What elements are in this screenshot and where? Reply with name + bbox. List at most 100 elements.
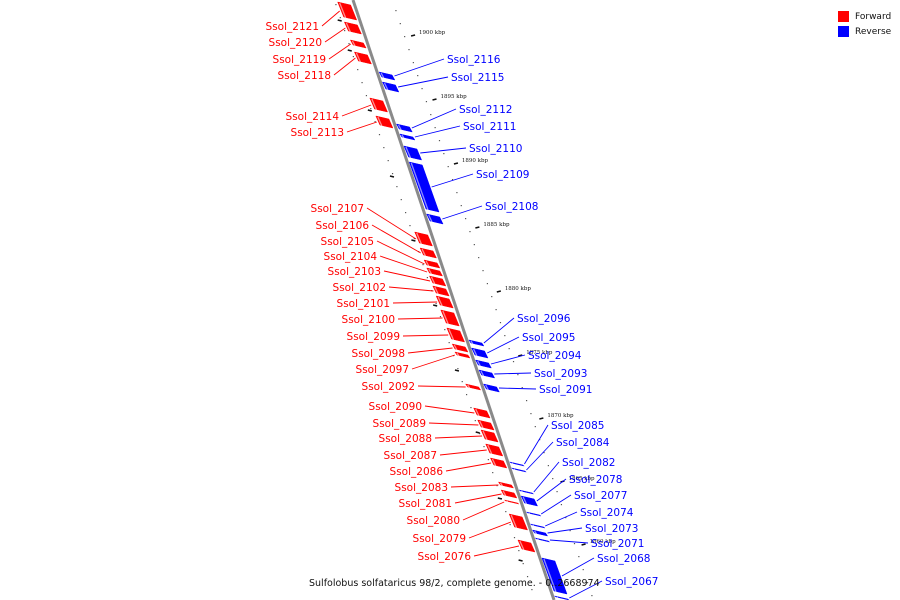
gene-labels: Ssol_2121 Ssol_2120 Ssol_2119 Ssol_2118 Ssol… xyxy=(266,21,659,588)
tick-mark xyxy=(581,543,586,546)
leader-line xyxy=(321,10,340,27)
guide-dot xyxy=(552,478,554,480)
guide-dot xyxy=(479,433,481,435)
guide-dot xyxy=(518,550,520,552)
guide-dot xyxy=(370,108,372,110)
guide-dot xyxy=(456,192,458,194)
gene-highlight xyxy=(472,348,478,357)
gene-block xyxy=(429,275,447,287)
guide-dot xyxy=(534,426,536,428)
leader-line xyxy=(533,461,560,493)
guide-dot xyxy=(378,134,381,136)
leader-line xyxy=(494,372,532,375)
gene-highlight xyxy=(491,458,497,467)
gene-highlight xyxy=(536,538,539,541)
guide-dot xyxy=(357,69,359,71)
gene-label-forward: Ssol_2087 xyxy=(384,450,437,462)
guide-dot xyxy=(499,322,502,324)
gene-label-forward: Ssol_2090 xyxy=(369,401,422,413)
tick-mark xyxy=(432,304,438,307)
gene-highlight xyxy=(377,116,383,127)
gene-block xyxy=(465,383,482,391)
guide-dot xyxy=(443,153,445,155)
gene-label-reverse: Ssol_2095 xyxy=(522,332,575,344)
gene-highlight xyxy=(532,524,535,527)
leader-line xyxy=(536,478,567,502)
gene-highlight xyxy=(428,268,433,275)
leader-line xyxy=(392,301,438,304)
gene-highlight xyxy=(383,82,389,91)
leader-line xyxy=(569,580,603,599)
guide-dot xyxy=(361,82,363,84)
leader-line xyxy=(547,527,583,534)
gene-highlight xyxy=(421,248,427,257)
gene-label-reverse: Ssol_2091 xyxy=(539,384,592,396)
gene-block xyxy=(349,39,367,49)
gene-block xyxy=(530,523,546,529)
tick-mark xyxy=(497,497,503,500)
gene-label-reverse: Ssol_2084 xyxy=(556,437,610,449)
guide-dot xyxy=(582,569,584,571)
leader-line xyxy=(407,347,453,354)
gene-highlight xyxy=(513,468,516,471)
gene-highlight xyxy=(425,260,430,267)
gene-label-forward: Ssol_2104 xyxy=(324,251,378,263)
guide-dot xyxy=(421,88,423,90)
guide-dot xyxy=(383,147,385,149)
guide-dot xyxy=(409,225,411,227)
tick-label: 1895 kbp xyxy=(440,94,467,100)
gene-label-reverse: Ssol_2116 xyxy=(447,54,501,66)
guide-dot xyxy=(543,452,545,454)
gene-highlight xyxy=(345,22,351,33)
legend-forward: Forward xyxy=(838,9,891,24)
guide-dot xyxy=(339,17,341,19)
tick-mark xyxy=(496,290,501,293)
leader-line xyxy=(490,354,526,365)
guide-dot xyxy=(404,36,406,38)
gene-highlight xyxy=(453,344,458,351)
tick-label: 1885 kbp xyxy=(483,222,510,228)
tick-mark xyxy=(518,354,523,357)
guide-dot xyxy=(487,459,489,461)
tick-mark xyxy=(432,98,437,101)
tick-mark xyxy=(475,226,480,229)
leader-line xyxy=(376,240,425,265)
leader-line xyxy=(397,317,443,320)
guide-dot xyxy=(344,30,346,32)
guide-dot xyxy=(591,595,593,597)
gene-label-reverse: Ssol_2077 xyxy=(574,490,627,502)
gene-block xyxy=(504,499,519,505)
guide-dot xyxy=(447,166,449,168)
leader-line xyxy=(483,317,515,344)
gene-label-reverse: Ssol_2112 xyxy=(459,104,512,116)
legend-reverse: Reverse xyxy=(838,24,891,39)
gene-highlight xyxy=(397,124,402,131)
gene-highlight xyxy=(528,512,531,515)
gene-label-forward: Ssol_2079 xyxy=(413,533,466,545)
leader-line xyxy=(379,255,428,273)
guide-dot xyxy=(426,277,428,279)
leader-line xyxy=(431,173,474,188)
guide-dot xyxy=(470,407,472,409)
gene-highlight xyxy=(519,540,525,551)
guide-dot xyxy=(412,62,414,64)
gene-block xyxy=(451,343,469,353)
gene-block xyxy=(454,351,471,359)
gene-highlight xyxy=(477,360,481,367)
genome-caption: Sulfolobus solfataricus 98/2, complete g… xyxy=(309,578,600,589)
gene-highlight xyxy=(499,482,504,487)
tick-label: 1865 kbp xyxy=(568,476,595,482)
tick-label: 1870 kbp xyxy=(547,413,574,419)
gene-label-forward: Ssol_2098 xyxy=(352,348,405,360)
guide-dot xyxy=(509,524,511,526)
gene-block xyxy=(541,557,568,595)
gene-label-reverse: Ssol_2073 xyxy=(585,523,638,535)
gene-block xyxy=(483,383,500,393)
guide-dot xyxy=(465,394,468,396)
gene-block xyxy=(517,539,536,553)
guide-dot xyxy=(457,368,459,370)
gene-highlight xyxy=(339,2,347,19)
guide-dot xyxy=(521,387,523,389)
guide-dot xyxy=(556,491,558,493)
